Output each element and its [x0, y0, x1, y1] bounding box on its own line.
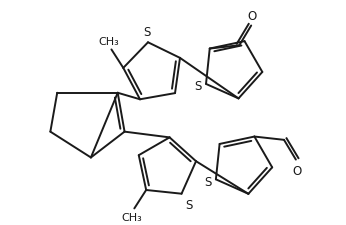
Text: CH₃: CH₃ [121, 212, 142, 222]
Text: CH₃: CH₃ [98, 37, 119, 47]
Text: S: S [185, 198, 192, 211]
Text: S: S [204, 175, 211, 188]
Text: O: O [248, 9, 257, 22]
Text: S: S [143, 26, 151, 39]
Text: O: O [293, 164, 302, 177]
Text: S: S [194, 80, 201, 93]
